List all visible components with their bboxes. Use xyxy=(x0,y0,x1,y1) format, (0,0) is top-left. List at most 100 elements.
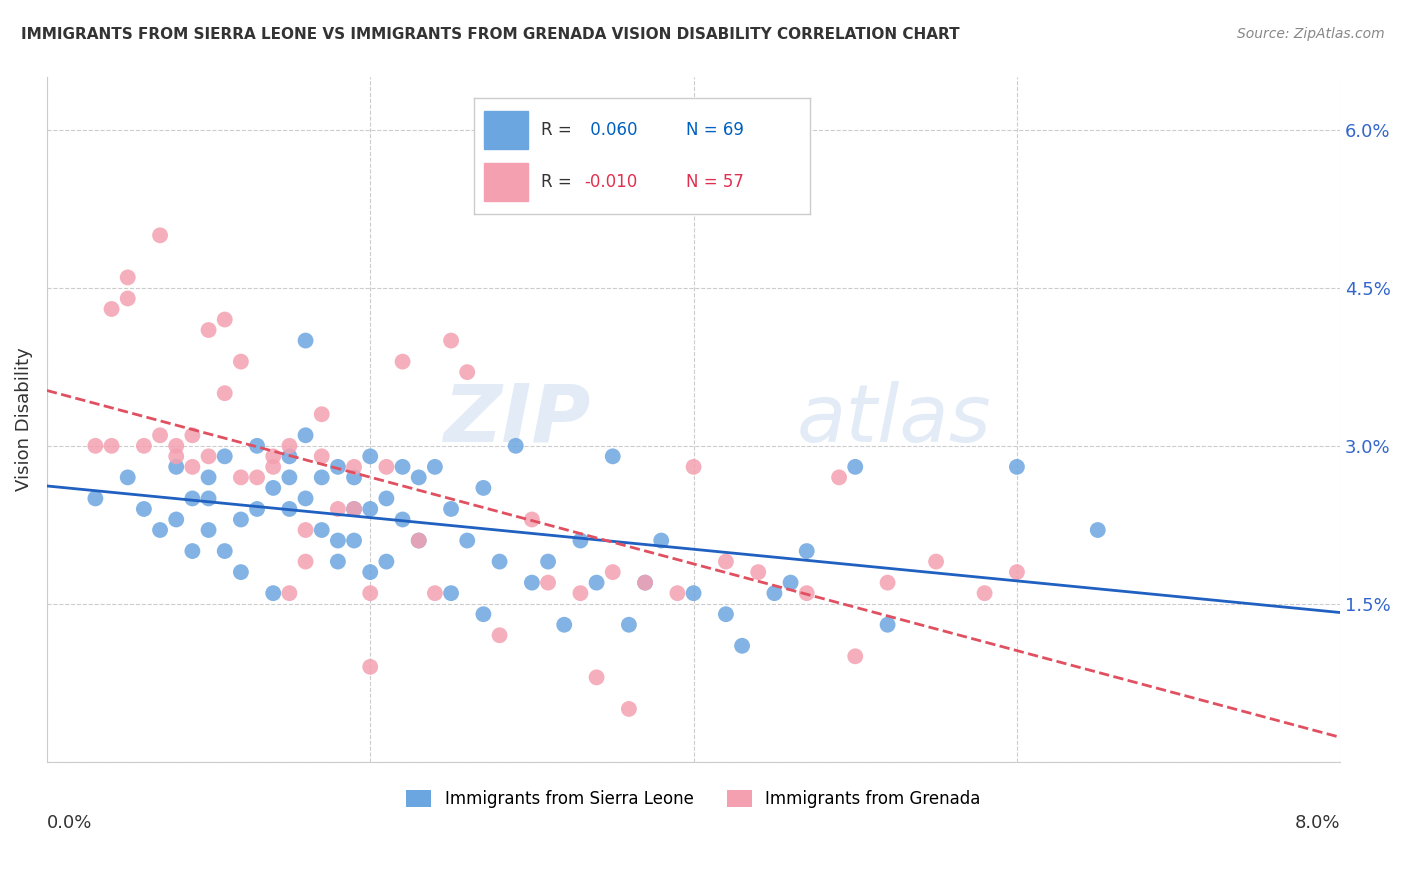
Point xyxy=(359,565,381,579)
Point xyxy=(602,565,624,579)
Point xyxy=(278,439,301,453)
Point xyxy=(132,502,155,516)
Point xyxy=(876,575,898,590)
Y-axis label: Vision Disability: Vision Disability xyxy=(15,348,32,491)
Point xyxy=(149,523,172,537)
Point xyxy=(117,270,139,285)
Point xyxy=(294,491,316,506)
Point xyxy=(197,523,219,537)
Point xyxy=(359,502,381,516)
Point xyxy=(634,575,657,590)
Point xyxy=(278,450,301,464)
Point xyxy=(262,450,284,464)
Point xyxy=(262,586,284,600)
Point xyxy=(682,586,704,600)
Point xyxy=(634,575,657,590)
Point xyxy=(359,450,381,464)
Point xyxy=(262,481,284,495)
Point xyxy=(359,660,381,674)
Point xyxy=(423,459,446,474)
Point xyxy=(973,586,995,600)
Point xyxy=(149,228,172,243)
Point xyxy=(181,544,204,558)
Point xyxy=(311,450,333,464)
Point xyxy=(197,470,219,484)
Point xyxy=(181,428,204,442)
Point xyxy=(796,586,818,600)
Point xyxy=(666,586,689,600)
Point xyxy=(391,512,413,526)
Point xyxy=(181,491,204,506)
Point xyxy=(650,533,672,548)
Point xyxy=(294,428,316,442)
Point xyxy=(876,617,898,632)
Point xyxy=(569,586,592,600)
Point xyxy=(246,502,269,516)
Point xyxy=(796,544,818,558)
Point xyxy=(229,470,252,484)
Point xyxy=(456,365,478,379)
Point xyxy=(779,575,801,590)
Point xyxy=(488,628,510,642)
Point xyxy=(375,491,398,506)
Point xyxy=(569,533,592,548)
Point xyxy=(343,470,366,484)
Point xyxy=(375,555,398,569)
Point xyxy=(602,450,624,464)
Point xyxy=(326,502,349,516)
Point xyxy=(214,450,236,464)
Point xyxy=(278,586,301,600)
Point xyxy=(763,586,786,600)
Point xyxy=(537,575,560,590)
Point xyxy=(714,555,737,569)
Point xyxy=(214,312,236,326)
Point xyxy=(294,334,316,348)
Point xyxy=(617,702,640,716)
Point xyxy=(84,491,107,506)
Point xyxy=(117,470,139,484)
Text: 8.0%: 8.0% xyxy=(1295,814,1340,832)
Point xyxy=(326,533,349,548)
Point xyxy=(408,533,430,548)
Point xyxy=(246,470,269,484)
Point xyxy=(553,617,575,632)
Point xyxy=(537,555,560,569)
Point xyxy=(165,459,187,474)
Point xyxy=(925,555,948,569)
Point xyxy=(488,555,510,569)
Point xyxy=(181,459,204,474)
Point xyxy=(423,586,446,600)
Point xyxy=(440,502,463,516)
Text: IMMIGRANTS FROM SIERRA LEONE VS IMMIGRANTS FROM GRENADA VISION DISABILITY CORREL: IMMIGRANTS FROM SIERRA LEONE VS IMMIGRAN… xyxy=(21,27,960,42)
Point xyxy=(731,639,754,653)
Point xyxy=(100,301,122,316)
Point xyxy=(278,502,301,516)
Point xyxy=(229,354,252,368)
Point xyxy=(343,502,366,516)
Point xyxy=(311,523,333,537)
Point xyxy=(440,334,463,348)
Point xyxy=(828,470,851,484)
Text: Source: ZipAtlas.com: Source: ZipAtlas.com xyxy=(1237,27,1385,41)
Point xyxy=(472,481,495,495)
Point xyxy=(165,512,187,526)
Point xyxy=(117,292,139,306)
Point xyxy=(1005,459,1028,474)
Point xyxy=(197,450,219,464)
Point xyxy=(326,555,349,569)
Text: atlas: atlas xyxy=(797,381,991,458)
Point xyxy=(294,523,316,537)
Point xyxy=(246,439,269,453)
Point xyxy=(505,439,527,453)
Legend: Immigrants from Sierra Leone, Immigrants from Grenada: Immigrants from Sierra Leone, Immigrants… xyxy=(399,783,987,814)
Point xyxy=(682,459,704,474)
Point xyxy=(1087,523,1109,537)
Point xyxy=(520,575,543,590)
Point xyxy=(1005,565,1028,579)
Point xyxy=(391,459,413,474)
Point xyxy=(278,470,301,484)
Point xyxy=(343,459,366,474)
Point xyxy=(617,617,640,632)
Point xyxy=(229,512,252,526)
Point xyxy=(472,607,495,622)
